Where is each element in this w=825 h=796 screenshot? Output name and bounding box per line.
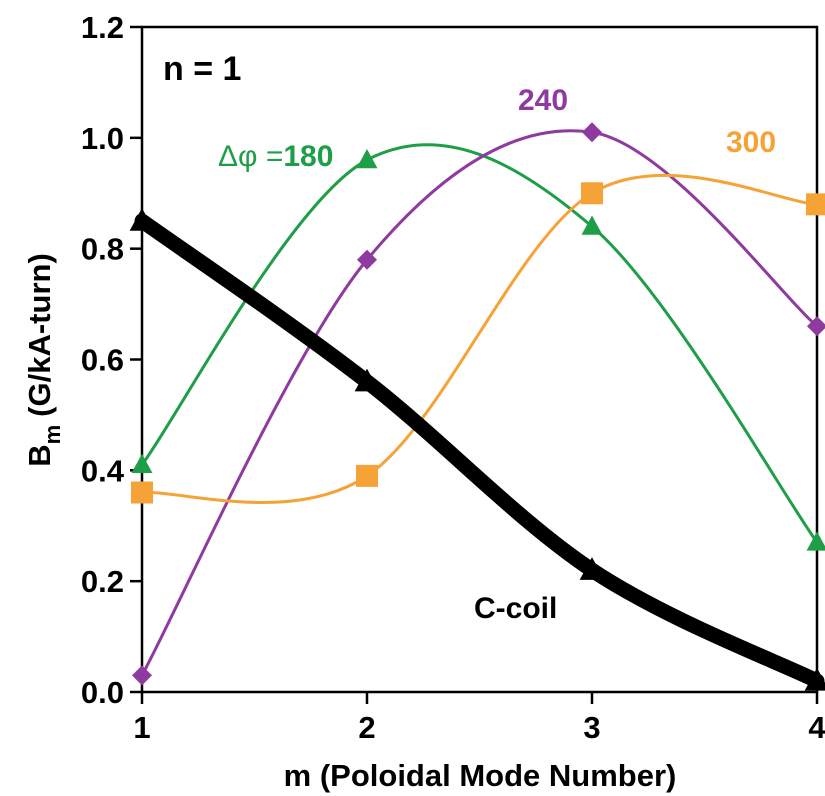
- label-240: 240: [518, 84, 568, 117]
- y-axis-label: Bm (G/kA-turn): [22, 253, 65, 467]
- marker-240: [582, 122, 602, 143]
- marker-C-coil: [804, 667, 825, 691]
- y-tick-label: 0.6: [81, 343, 124, 378]
- label-dphi-prefix: Δφ =: [218, 140, 283, 173]
- marker-300: [131, 481, 153, 504]
- label-300: 300: [726, 126, 776, 159]
- x-tick-label: 4: [808, 710, 825, 745]
- series-line-240: [140, 129, 819, 677]
- y-tick-label: 0.2: [81, 564, 124, 599]
- marker-C-coil: [129, 207, 155, 231]
- y-axis-label-sub: m: [40, 425, 65, 445]
- series-markers: [129, 122, 825, 691]
- marker-300: [581, 182, 603, 205]
- marker-240: [357, 249, 377, 270]
- marker-300: [356, 464, 378, 487]
- label-c-coil: C-coil: [474, 592, 557, 625]
- label-dphi-180: Δφ =180: [218, 140, 333, 173]
- axis-ticks: [130, 25, 819, 704]
- y-tick-label: 0.0: [81, 675, 124, 710]
- marker-C-coil: [354, 368, 380, 392]
- series-line-C-coil: [134, 213, 825, 689]
- series-line-300: [140, 173, 819, 504]
- marker-300: [806, 193, 825, 216]
- y-axis-label-main: B: [22, 444, 57, 466]
- label-180: 180: [283, 140, 333, 173]
- y-tick-label: 1.2: [81, 10, 124, 45]
- marker-240: [132, 665, 152, 686]
- series-line-180: [140, 143, 819, 544]
- x-tick-label: 1: [133, 710, 150, 745]
- series-lines: [134, 129, 825, 689]
- marker-180: [356, 149, 378, 169]
- marker-240: [807, 316, 825, 337]
- marker-180: [131, 453, 153, 474]
- annotation-n: n = 1: [163, 50, 241, 88]
- y-axis-label-units: (G/kA-turn): [22, 253, 57, 417]
- marker-180: [806, 531, 825, 551]
- tick-labels: 0.0 0.2 0.4 0.6 0.8 1.0 1.2 1 2 3 4: [81, 10, 825, 745]
- x-tick-label: 2: [358, 710, 375, 745]
- y-tick-label: 0.4: [81, 453, 125, 488]
- marker-C-coil: [579, 557, 605, 580]
- y-tick-label: 0.8: [81, 232, 124, 267]
- svg-text:Bm(G/kA-turn): Bm (G/kA-turn): [22, 253, 65, 467]
- marker-180: [581, 215, 603, 235]
- x-tick-label: 3: [583, 710, 600, 745]
- x-axis-label: m (Poloidal Mode Number): [284, 758, 677, 793]
- y-tick-label: 1.0: [81, 121, 124, 156]
